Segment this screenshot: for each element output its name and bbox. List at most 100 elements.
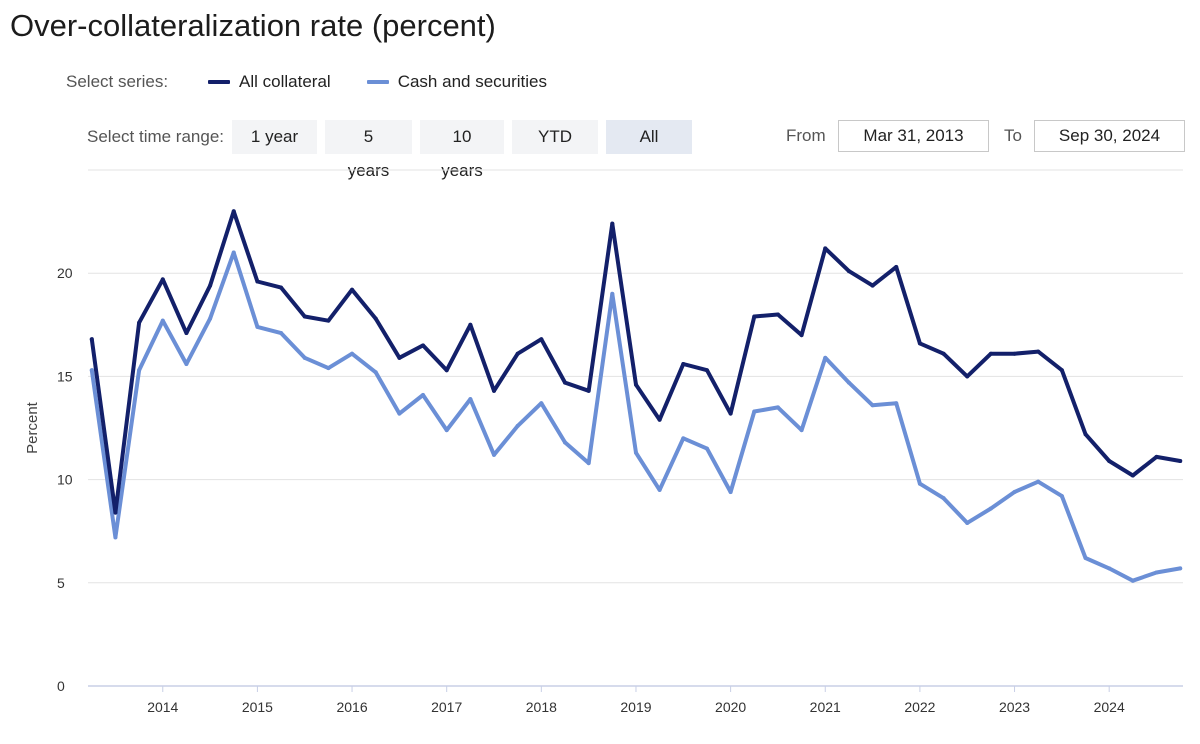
data-point[interactable] <box>492 388 497 393</box>
data-point[interactable] <box>586 461 591 466</box>
data-point[interactable] <box>988 506 993 511</box>
data-point[interactable] <box>775 405 780 410</box>
data-point[interactable] <box>539 401 544 406</box>
data-point[interactable] <box>846 269 851 274</box>
data-point[interactable] <box>752 409 757 414</box>
data-point[interactable] <box>633 382 638 387</box>
data-point[interactable] <box>373 316 378 321</box>
data-point[interactable] <box>302 314 307 319</box>
data-point[interactable] <box>1178 566 1183 571</box>
data-point[interactable] <box>1130 578 1135 583</box>
data-point[interactable] <box>657 417 662 422</box>
data-point[interactable] <box>1107 459 1112 464</box>
data-point[interactable] <box>633 450 638 455</box>
data-point[interactable] <box>657 487 662 492</box>
data-point[interactable] <box>823 355 828 360</box>
data-point[interactable] <box>988 351 993 356</box>
legend-item-cash-and-securities[interactable]: Cash and securities <box>366 72 547 92</box>
data-point[interactable] <box>1083 432 1088 437</box>
data-point[interactable] <box>326 366 331 371</box>
data-point[interactable] <box>728 489 733 494</box>
data-point[interactable] <box>231 209 236 214</box>
data-point[interactable] <box>728 411 733 416</box>
data-point[interactable] <box>799 333 804 338</box>
data-point[interactable] <box>160 277 165 282</box>
data-point[interactable] <box>468 397 473 402</box>
series-line-cash-and-securities[interactable] <box>89 250 1183 583</box>
data-point[interactable] <box>255 279 260 284</box>
range-button-ytd[interactable]: YTD <box>512 120 599 154</box>
data-point[interactable] <box>113 535 118 540</box>
data-point[interactable] <box>1083 556 1088 561</box>
data-point[interactable] <box>373 370 378 375</box>
data-point[interactable] <box>468 322 473 327</box>
data-point[interactable] <box>917 481 922 486</box>
data-point[interactable] <box>562 380 567 385</box>
data-point[interactable] <box>421 392 426 397</box>
data-point[interactable] <box>799 428 804 433</box>
data-point[interactable] <box>255 324 260 329</box>
data-point[interactable] <box>1012 351 1017 356</box>
data-point[interactable] <box>89 368 94 373</box>
data-point[interactable] <box>397 355 402 360</box>
data-point[interactable] <box>586 388 591 393</box>
to-date-input[interactable]: Sep 30, 2024 <box>1034 120 1185 152</box>
data-point[interactable] <box>941 351 946 356</box>
data-point[interactable] <box>326 318 331 323</box>
legend-item-all-collateral[interactable]: All collateral <box>208 72 331 92</box>
range-button-5-years[interactable]: 5 years <box>325 120 413 180</box>
data-point[interactable] <box>350 351 355 356</box>
data-point[interactable] <box>846 380 851 385</box>
data-point[interactable] <box>704 368 709 373</box>
data-point[interactable] <box>137 368 142 373</box>
data-point[interactable] <box>184 362 189 367</box>
data-point[interactable] <box>610 221 615 226</box>
data-point[interactable] <box>775 312 780 317</box>
data-point[interactable] <box>752 314 757 319</box>
data-point[interactable] <box>965 374 970 379</box>
data-point[interactable] <box>562 440 567 445</box>
data-point[interactable] <box>279 285 284 290</box>
data-point[interactable] <box>917 341 922 346</box>
data-point[interactable] <box>1036 349 1041 354</box>
data-point[interactable] <box>302 355 307 360</box>
data-point[interactable] <box>1154 454 1159 459</box>
data-point[interactable] <box>1059 494 1064 499</box>
range-button-all[interactable]: All <box>606 120 693 154</box>
data-point[interactable] <box>1059 368 1064 373</box>
data-point[interactable] <box>1036 479 1041 484</box>
data-point[interactable] <box>515 351 520 356</box>
data-point[interactable] <box>397 411 402 416</box>
data-point[interactable] <box>515 423 520 428</box>
data-point[interactable] <box>610 291 615 296</box>
from-date-input[interactable]: Mar 31, 2013 <box>838 120 989 152</box>
data-point[interactable] <box>1012 489 1017 494</box>
data-point[interactable] <box>894 265 899 270</box>
data-point[interactable] <box>184 331 189 336</box>
data-point[interactable] <box>208 316 213 321</box>
data-point[interactable] <box>160 318 165 323</box>
data-point[interactable] <box>208 283 213 288</box>
data-point[interactable] <box>492 452 497 457</box>
data-point[interactable] <box>681 362 686 367</box>
data-point[interactable] <box>681 436 686 441</box>
data-point[interactable] <box>231 250 236 255</box>
data-point[interactable] <box>965 520 970 525</box>
data-point[interactable] <box>870 403 875 408</box>
data-point[interactable] <box>941 496 946 501</box>
data-point[interactable] <box>137 320 142 325</box>
data-point[interactable] <box>894 401 899 406</box>
data-point[interactable] <box>704 446 709 451</box>
data-point[interactable] <box>279 331 284 336</box>
data-point[interactable] <box>1107 566 1112 571</box>
data-point[interactable] <box>1154 570 1159 575</box>
series-line-all-collateral[interactable] <box>89 209 1183 515</box>
data-point[interactable] <box>421 343 426 348</box>
data-point[interactable] <box>350 287 355 292</box>
data-point[interactable] <box>444 368 449 373</box>
data-point[interactable] <box>444 428 449 433</box>
data-point[interactable] <box>870 283 875 288</box>
range-button-1-year[interactable]: 1 year <box>232 120 318 154</box>
data-point[interactable] <box>1178 459 1183 464</box>
data-point[interactable] <box>823 246 828 251</box>
